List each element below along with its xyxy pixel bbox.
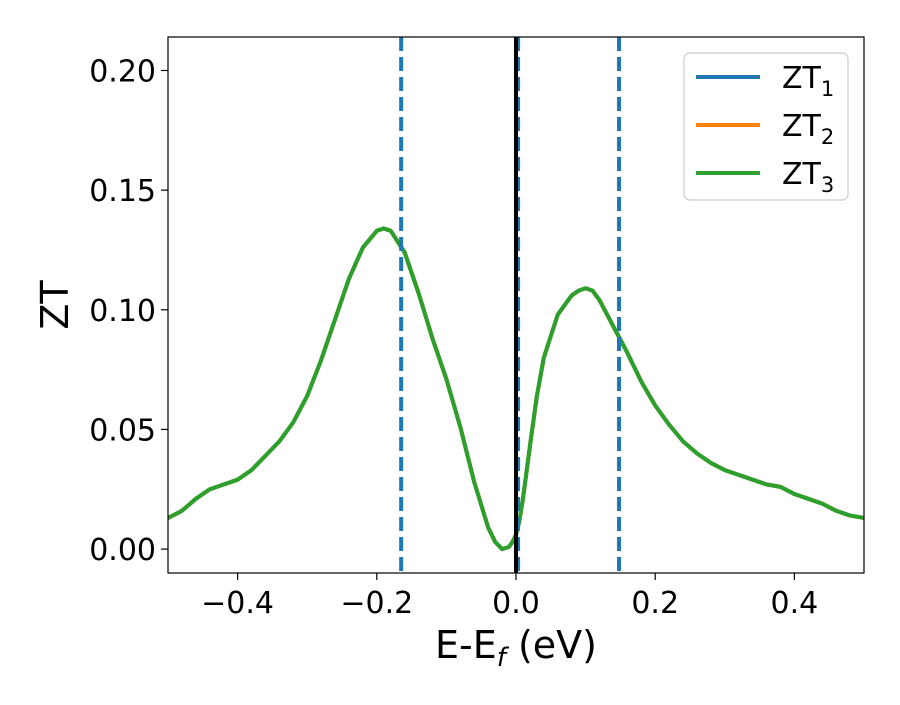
- y-tick-label: 0.10: [89, 294, 156, 329]
- x-axis: −0.4 −0.2 0.0 0.2 0.4: [201, 573, 818, 621]
- y-tick-label: 0.20: [89, 55, 156, 90]
- legend-label-2: ZT2: [782, 109, 834, 149]
- x-tick-label: 0.4: [771, 586, 819, 621]
- y-axis-label: ZT: [33, 280, 77, 330]
- plot-area: [168, 37, 864, 573]
- legend-box: [683, 52, 849, 201]
- y-tick-label: 0.00: [89, 533, 156, 568]
- legend-label-1: ZT1: [782, 61, 834, 101]
- y-tick-label: 0.05: [89, 413, 156, 448]
- x-axis-label: E-Ef (eV): [435, 623, 597, 673]
- legend: ZT1 ZT2 ZT3: [683, 52, 849, 201]
- x-axis-label-unit: (eV): [506, 623, 597, 667]
- y-axis: 0.00 0.05 0.10 0.15 0.20: [89, 55, 168, 568]
- legend-label-3: ZT3: [782, 157, 834, 197]
- y-tick-label: 0.15: [89, 174, 156, 209]
- x-axis-label-main: E-E: [435, 623, 497, 667]
- x-tick-label: −0.2: [340, 586, 413, 621]
- x-tick-label: 0.0: [492, 586, 540, 621]
- x-tick-label: −0.4: [201, 586, 274, 621]
- x-tick-label: 0.2: [631, 586, 679, 621]
